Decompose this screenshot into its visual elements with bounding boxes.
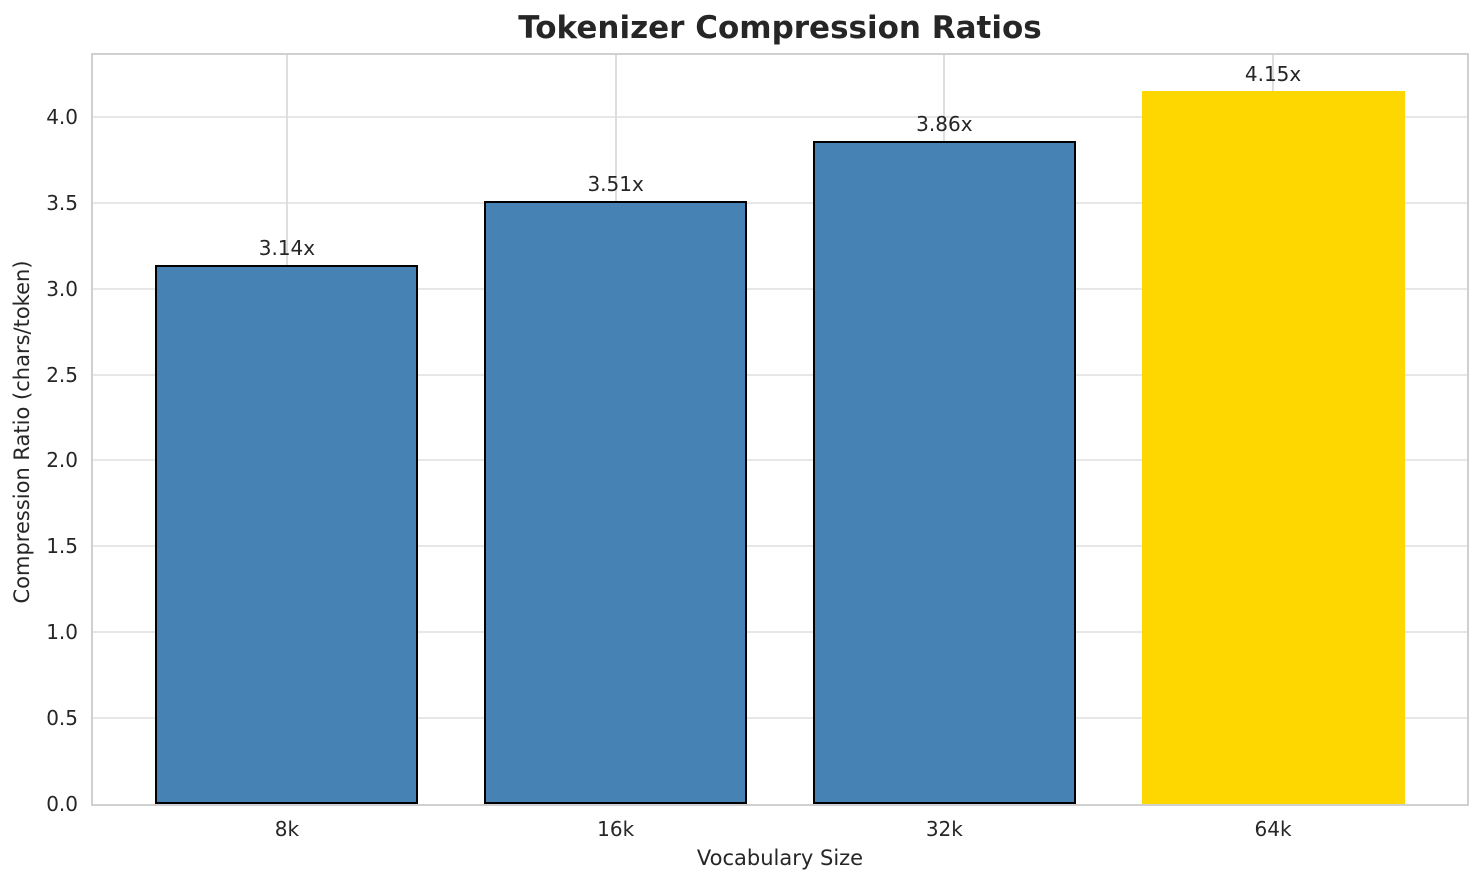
y-tick-label: 1.5 <box>46 534 78 559</box>
x-tick-label: 8k <box>274 817 300 841</box>
bar-value-label: 3.86x <box>916 111 973 136</box>
y-tick-label: 0.5 <box>46 706 78 731</box>
y-tick-label: 3.5 <box>46 190 78 215</box>
bar-16k <box>484 201 748 804</box>
gridline-horizontal <box>93 459 1467 462</box>
bar-value-label: 3.14x <box>258 235 316 260</box>
gridline-horizontal <box>93 287 1467 290</box>
plot-area: 3.14x 3.51x 3.86x 4.15x <box>91 53 1469 806</box>
y-tick-label: 0.0 <box>46 792 78 816</box>
y-tick-label: 2.5 <box>46 362 78 387</box>
gridline-horizontal <box>93 545 1467 548</box>
bar-64k <box>1141 91 1405 804</box>
x-axis-label: Vocabulary Size <box>696 846 864 870</box>
y-tick-label: 4.0 <box>46 104 78 129</box>
bar-32k <box>812 140 1076 804</box>
gridline-horizontal <box>93 631 1467 634</box>
chart-title: Tokenizer Compression Ratios <box>518 10 1042 46</box>
gridline-horizontal <box>93 717 1467 720</box>
x-tick-label: 64k <box>1254 817 1292 841</box>
y-tick-label: 1.0 <box>46 620 78 645</box>
bar-8k <box>155 264 419 804</box>
bar-value-label: 4.15x <box>1244 62 1302 87</box>
y-tick-label: 2.0 <box>46 448 78 473</box>
x-tick-label: 32k <box>925 817 963 841</box>
gridline-horizontal <box>93 115 1467 118</box>
x-tick-label: 16k <box>597 817 635 841</box>
bar-value-label: 3.51x <box>587 172 644 197</box>
y-tick-label: 3.0 <box>46 276 78 301</box>
gridline-horizontal <box>93 373 1467 376</box>
gridline-horizontal <box>93 201 1467 204</box>
